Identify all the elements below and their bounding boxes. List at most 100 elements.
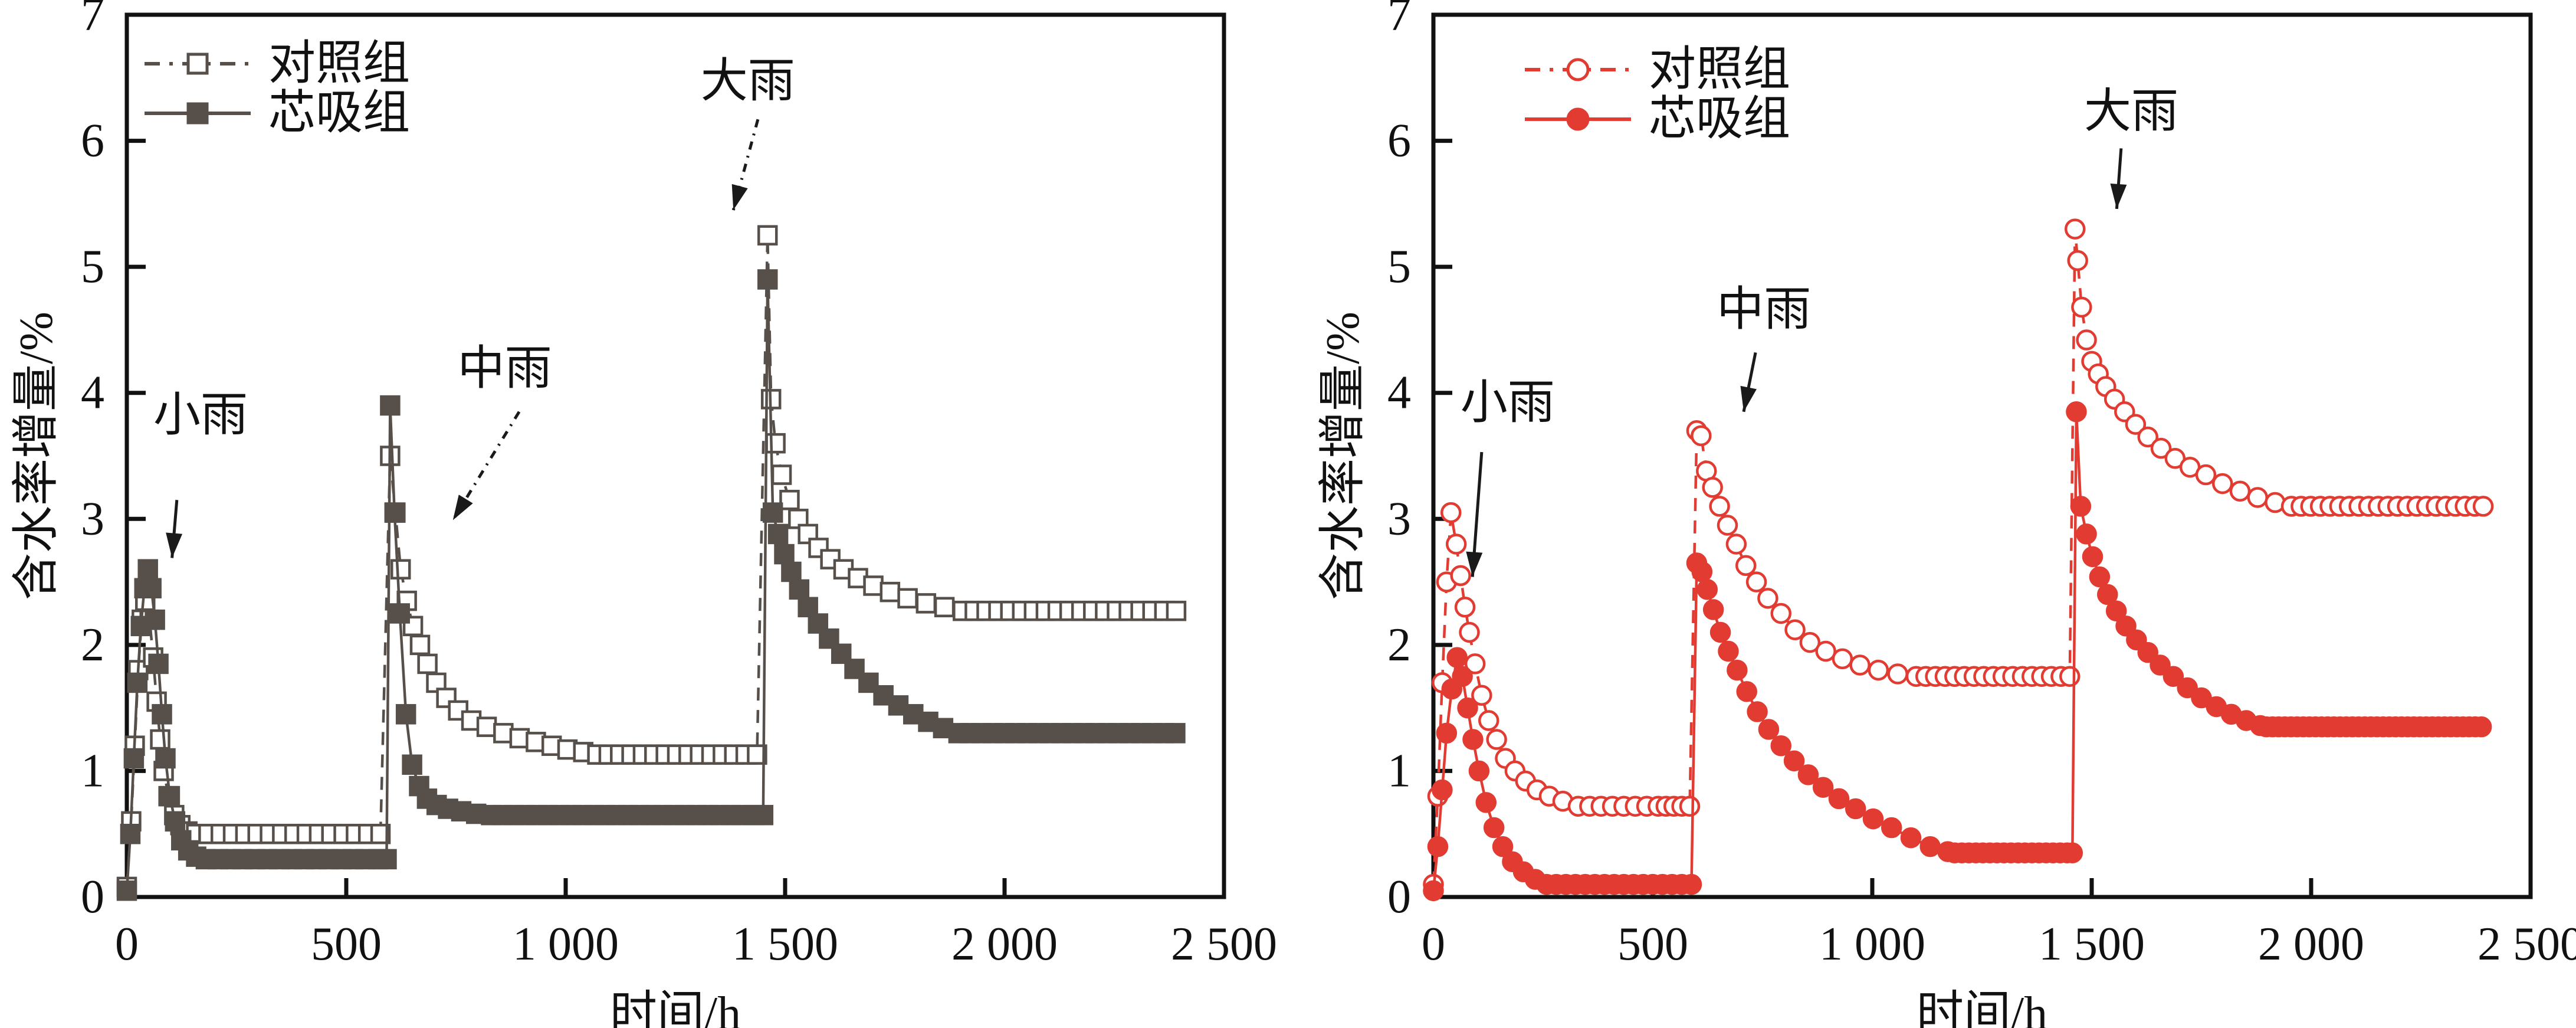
filled-square-marker (395, 704, 416, 725)
open-circle-marker (1735, 555, 1757, 577)
open-circle-marker (1717, 515, 1738, 536)
filled-circle-marker (2097, 584, 2118, 605)
filled-square-marker (127, 672, 148, 693)
filled-circle-marker (1475, 792, 1497, 813)
annotation-text: 中雨 (1717, 284, 1811, 336)
filled-circle-marker (1881, 817, 1902, 839)
filled-square-marker (819, 628, 839, 649)
right-chart: 0 1 2 3 4 5 6 7 0 500 1 000 1 500 2 000 2 500 时间/h 含水率增… (1317, 0, 2576, 1028)
filled-square-marker (389, 603, 411, 624)
open-square-marker (390, 559, 411, 580)
filled-circle-marker (1747, 701, 1768, 722)
filled-square-marker (762, 502, 783, 523)
annotation-arrow-line (731, 119, 760, 211)
filled-square-marker (774, 544, 795, 565)
filled-circle-marker (1783, 750, 1805, 772)
open-circle-marker (2164, 448, 2186, 469)
open-circle-marker (1815, 640, 1836, 662)
y-tick-label: 7 (81, 0, 104, 41)
open-circle-marker (2067, 250, 2088, 271)
filled-circle-marker (1812, 777, 1834, 798)
open-circle-marker (2059, 666, 2081, 687)
annotation-大雨: 大雨 (701, 55, 795, 211)
filled-circle-marker (1718, 640, 1739, 662)
filled-circle-marker (1845, 798, 1866, 820)
open-circle-marker (1799, 631, 1821, 653)
filled-circle-marker (1423, 880, 1444, 902)
open-circle-marker (1868, 659, 1889, 681)
x-tick-label: 2 000 (951, 918, 1058, 970)
y-tick-label: 1 (1387, 745, 1411, 797)
filled-circle-marker (2089, 566, 2111, 588)
open-circle-marker (2150, 437, 2172, 459)
open-square-marker (779, 490, 800, 510)
y-tick-label: 2 (1387, 619, 1411, 671)
filled-square-marker (767, 523, 789, 545)
filled-square-marker (376, 849, 397, 870)
filled-square-marker (159, 785, 181, 807)
left-chart: 0 1 2 3 4 5 6 7 0 500 1 000 1 500 2 000 2 500 时间/h 含水率增… (11, 0, 1277, 1028)
annotation-小雨: 小雨 (1461, 377, 1555, 577)
open-circle-marker (2076, 329, 2097, 351)
filled-circle-marker (1468, 760, 1490, 782)
y-tick-label: 0 (1387, 871, 1411, 923)
arrowhead-icon (731, 184, 748, 211)
x-axis-title: 时间/h (1917, 988, 2047, 1028)
x-tick-label: 2 000 (2258, 918, 2364, 970)
open-square-marker (417, 653, 438, 675)
open-circle-marker (1440, 502, 1462, 523)
y-tick-label: 7 (1387, 0, 1411, 41)
open-square-marker (863, 575, 884, 596)
filled-circle-marker (2470, 716, 2492, 738)
annotation-text: 大雨 (701, 55, 795, 107)
filled-circle-marker (1862, 808, 1884, 830)
open-square-marker (765, 433, 786, 454)
series-line-芯吸组 (1432, 411, 2482, 891)
filled-square-marker (798, 597, 818, 618)
open-square-marker (757, 225, 778, 245)
open-circle-marker (1770, 603, 1791, 624)
open-square-marker (915, 593, 937, 614)
arrowhead-icon (452, 495, 473, 520)
filled-circle-marker (1900, 827, 1922, 849)
open-circle-marker (2247, 487, 2268, 508)
open-circle-marker (1454, 597, 1476, 618)
annotation-中雨: 中雨 (451, 343, 552, 521)
open-circle-marker (1725, 533, 1747, 555)
x-tick-label: 500 (311, 918, 382, 970)
open-circle-marker (1679, 795, 1701, 817)
annotation-text: 大雨 (2084, 86, 2178, 137)
open-circle-marker (1478, 710, 1499, 731)
x-tick-label: 1 500 (2039, 918, 2145, 970)
filled-square-marker (380, 395, 401, 416)
filled-circle-marker (1432, 779, 1453, 801)
open-circle-marker (2064, 218, 2086, 240)
annotation-小雨: 小雨 (153, 389, 248, 558)
legend-label: 对照组 (268, 38, 410, 90)
filled-circle-marker (1727, 659, 1748, 681)
open-square-marker (880, 581, 901, 603)
series-line-对照组 (125, 235, 1176, 888)
y-tick-label: 3 (81, 493, 104, 545)
filled-circle-marker (2070, 496, 2092, 517)
open-circle-marker (1784, 619, 1806, 640)
legend-label: 芯吸组 (1649, 93, 1790, 145)
y-axis-title: 含水率增量/% (1317, 312, 1369, 600)
plot-box (1431, 12, 2533, 899)
filled-square-marker (148, 653, 169, 675)
filled-circle-marker (2066, 401, 2087, 423)
series-markers-芯吸组 (1423, 401, 2492, 902)
filled-square-marker (165, 811, 186, 832)
plot-box (124, 12, 1226, 899)
open-circle-marker (1757, 588, 1778, 609)
filled-circle-marker (1436, 722, 1458, 744)
y-tick-label: 5 (1387, 241, 1411, 293)
x-tick-label: 1 500 (732, 918, 838, 970)
open-circle-marker (1849, 654, 1871, 676)
filled-circle-marker (1446, 647, 1468, 668)
open-circle-marker (1459, 621, 1480, 643)
x-axis-title: 时间/h (610, 988, 741, 1028)
filled-circle-marker (1758, 719, 1780, 740)
legend-square-solid-icon (186, 102, 209, 125)
open-circle-marker (2211, 473, 2233, 495)
